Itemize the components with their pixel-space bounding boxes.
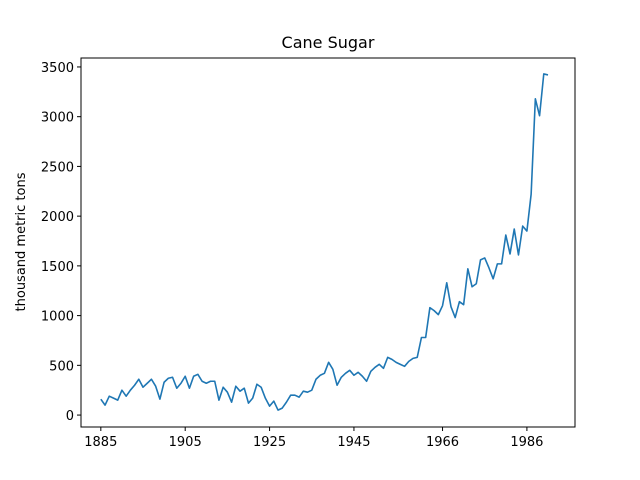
y-tick-label: 2500: [41, 160, 74, 175]
y-tick-label: 1000: [41, 310, 74, 325]
x-tick-label: 1986: [510, 435, 543, 450]
x-tick-label: 1905: [169, 435, 202, 450]
y-tick-label: 1500: [41, 260, 74, 275]
plot-frame: [80, 57, 576, 428]
y-tick-label: 3500: [41, 61, 74, 76]
y-tick-label: 2000: [41, 210, 74, 225]
x-tick-label: 1966: [426, 435, 459, 450]
x-tick-label: 1885: [84, 435, 117, 450]
chart-title: Cane Sugar: [282, 33, 375, 52]
y-axis-label: thousand metric tons: [14, 172, 29, 311]
x-tick-label: 1925: [253, 435, 286, 450]
x-tick-label: 1945: [337, 435, 370, 450]
y-tick-label: 0: [66, 409, 74, 424]
data-line: [100, 73, 549, 411]
y-tick-label: 3000: [41, 111, 74, 126]
y-tick-label: 500: [49, 359, 74, 374]
